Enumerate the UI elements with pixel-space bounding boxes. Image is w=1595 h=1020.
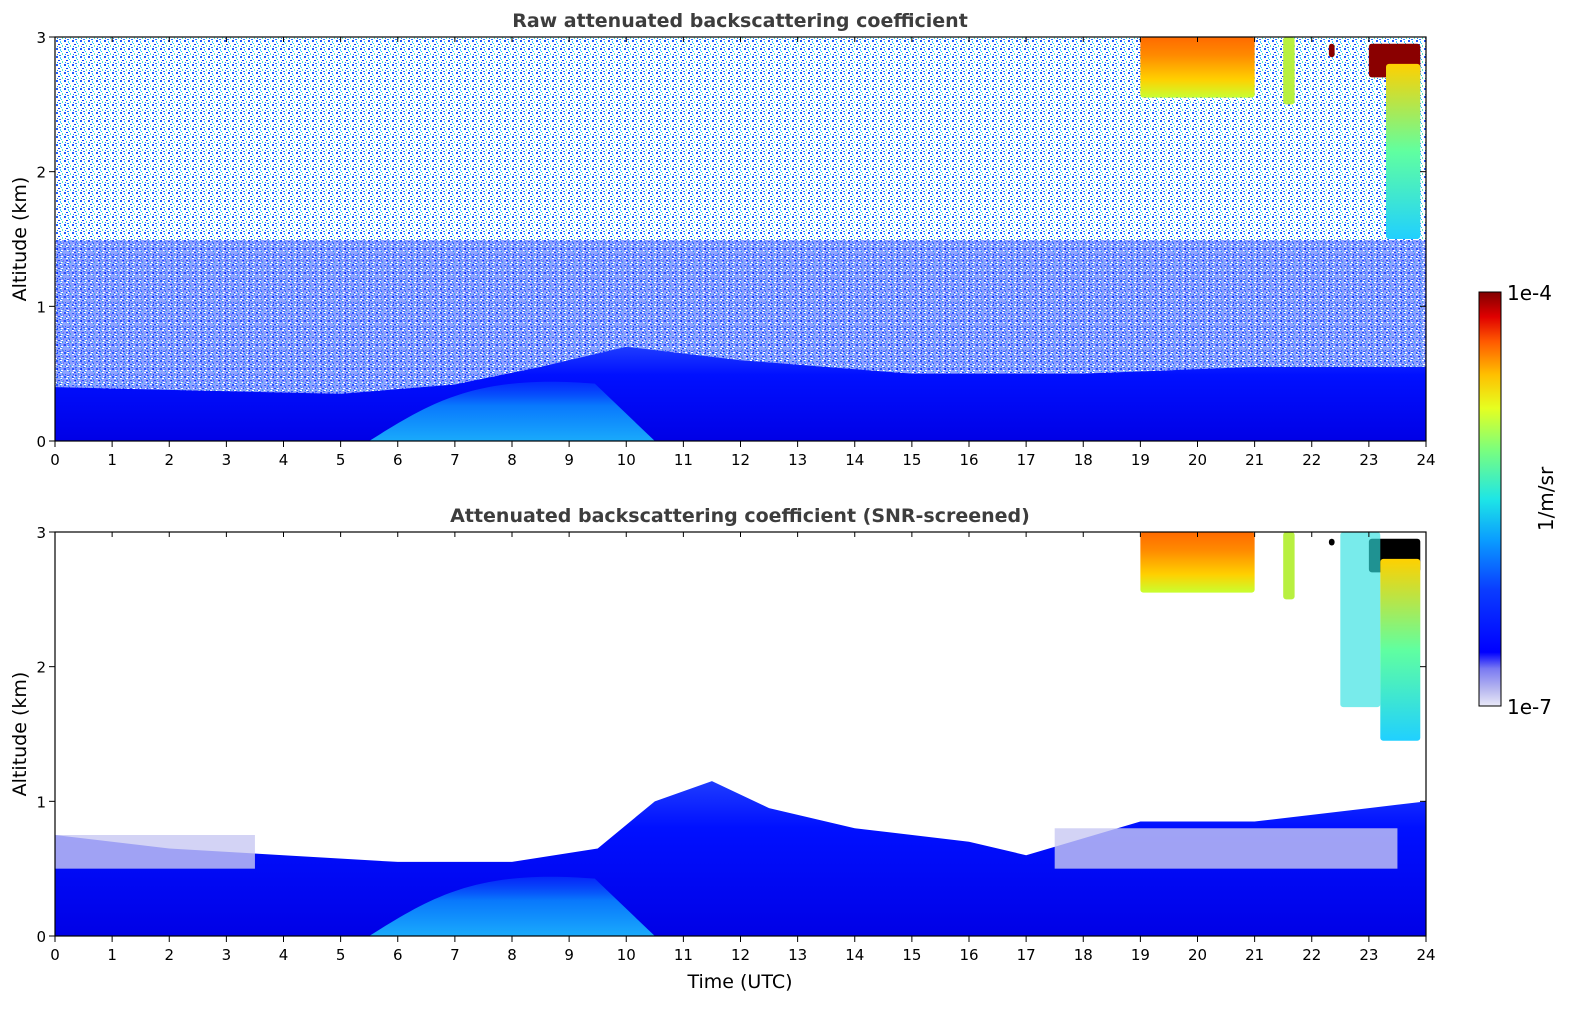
panel-screened-xtick-label-12: 12 — [731, 946, 750, 964]
panel-screened-xtick-label-15: 15 — [902, 946, 921, 964]
panel-screened-xtick-label-16: 16 — [959, 946, 978, 964]
panel-screened-boundary-layer — [55, 781, 1426, 936]
panel-screened-ytick-label-3: 3 — [36, 524, 46, 542]
panel-raw-xtick-label-21: 21 — [1245, 451, 1264, 469]
panel-screened-xtick-label-5: 5 — [336, 946, 346, 964]
panel-screened-aerosol-region — [369, 876, 655, 936]
panel-screened-xtick-label-6: 6 — [393, 946, 403, 964]
panel-raw-xtick-label-8: 8 — [507, 451, 517, 469]
panel-screened-pale-layer-1 — [1054, 828, 1398, 869]
panel-screened-xtick-label-17: 17 — [1017, 946, 1036, 964]
panel-raw-xtick-label-2: 2 — [164, 451, 174, 469]
panel-screened-xtick-label-1: 1 — [107, 946, 117, 964]
panel-raw-xtick-label-7: 7 — [450, 451, 460, 469]
panel-screened-ytick-label-0: 0 — [36, 928, 46, 946]
panel-screened-xtick-label-22: 22 — [1302, 946, 1321, 964]
colorbar-gradient — [1478, 291, 1502, 707]
panel-screened-cloud-4 — [1340, 532, 1381, 708]
panel-raw-cloud-4 — [1386, 63, 1421, 239]
panel-raw-xtick-label-16: 16 — [959, 451, 978, 469]
colorbar-unit-label: 1/m/sr — [1534, 466, 1558, 531]
panel-screened-xtick-label-4: 4 — [279, 946, 289, 964]
panel-raw-xtick-label-12: 12 — [731, 451, 750, 469]
panel-screened-cloud-1 — [1283, 532, 1295, 600]
panel-raw-xtick-label-6: 6 — [393, 451, 403, 469]
panel-raw-xtick-label-11: 11 — [674, 451, 693, 469]
panel-screened-ylabel: Altitude (km) — [9, 672, 31, 797]
panel-raw-xtick-label-18: 18 — [1074, 451, 1093, 469]
panel-raw-xtick-label-1: 1 — [107, 451, 117, 469]
panel-raw-xtick-label-10: 10 — [617, 451, 636, 469]
panel-raw-ytick-label-0: 0 — [36, 433, 46, 451]
panel-raw-xtick-label-15: 15 — [902, 451, 921, 469]
panel-raw-ytick-label-3: 3 — [36, 29, 46, 47]
panel-raw-title: Raw attenuated backscattering coefficien… — [512, 10, 968, 32]
panel-screened-xtick-label-21: 21 — [1245, 946, 1264, 964]
panel-screened-xtick-label-8: 8 — [507, 946, 517, 964]
colorbar: 1e-4 1e-7 1/m/sr — [1478, 281, 1558, 719]
panel-screened-plot-area — [55, 532, 1426, 936]
panel-raw-xtick-label-23: 23 — [1359, 451, 1378, 469]
panel-screened-xtick-label-20: 20 — [1188, 946, 1207, 964]
panel-screened-xtick-label-18: 18 — [1074, 946, 1093, 964]
panel-screened-ytick-label-2: 2 — [36, 659, 46, 677]
panel-screened-xtick-label-24: 24 — [1416, 946, 1435, 964]
panel-screened-xtick-label-23: 23 — [1359, 946, 1378, 964]
panel-raw-ytick-label-2: 2 — [36, 164, 46, 182]
panel-screened-cloud-5 — [1380, 558, 1421, 741]
colorbar-min-label: 1e-7 — [1507, 695, 1552, 719]
panel-screened-xtick-label-7: 7 — [450, 946, 460, 964]
panel-raw-xtick-label-20: 20 — [1188, 451, 1207, 469]
panel-screened-xtick-label-9: 9 — [564, 946, 574, 964]
panel-screened-xtick-label-0: 0 — [50, 946, 60, 964]
panel-raw-xtick-label-9: 9 — [564, 451, 574, 469]
panel-raw-cloud-2 — [1328, 43, 1335, 58]
panel-screened-pale-layer-0 — [55, 835, 255, 869]
panel-screened-xtick-label-11: 11 — [674, 946, 693, 964]
panel-raw-aerosol-region — [369, 381, 655, 441]
colorbar-max-label: 1e-4 — [1507, 281, 1552, 305]
panel-screened-cloud-2 — [1328, 538, 1335, 546]
panel-screened-xtick-label-3: 3 — [222, 946, 232, 964]
panel-raw-xtick-label-14: 14 — [845, 451, 864, 469]
panel-screened-title: Attenuated backscattering coefficient (S… — [450, 505, 1030, 527]
panel-screened-ytick-label-1: 1 — [36, 793, 46, 811]
panel-screened-xtick-label-10: 10 — [617, 946, 636, 964]
panel-raw-ytick-label-1: 1 — [36, 298, 46, 316]
panel-screened-xtick-label-19: 19 — [1131, 946, 1150, 964]
panel-raw-xtick-label-3: 3 — [222, 451, 232, 469]
panel-screened-xtick-label-2: 2 — [164, 946, 174, 964]
panel-screened-xtick-label-13: 13 — [788, 946, 807, 964]
panel-raw-xtick-label-5: 5 — [336, 451, 346, 469]
panel-raw-plot-area — [55, 37, 1426, 441]
panel-raw: Raw attenuated backscattering coefficien… — [9, 10, 1436, 469]
panel-raw-xtick-label-19: 19 — [1131, 451, 1150, 469]
panel-raw-xtick-label-22: 22 — [1302, 451, 1321, 469]
panel-screened-cloud-0 — [1140, 532, 1255, 593]
panel-screened-xlabel: Time (UTC) — [686, 971, 792, 993]
panel-screened-xtick-label-14: 14 — [845, 946, 864, 964]
panel-raw-xtick-label-17: 17 — [1017, 451, 1036, 469]
panel-raw-cloud-1 — [1283, 37, 1295, 105]
panel-raw-xtick-label-4: 4 — [279, 451, 289, 469]
panel-raw-boundary-layer — [55, 346, 1426, 441]
panel-screened: Attenuated backscattering coefficient (S… — [9, 505, 1436, 993]
panel-raw-cloud-0 — [1140, 37, 1255, 98]
panel-raw-xtick-label-24: 24 — [1416, 451, 1435, 469]
panel-raw-xtick-label-0: 0 — [50, 451, 60, 469]
panel-raw-xtick-label-13: 13 — [788, 451, 807, 469]
panel-raw-ylabel: Altitude (km) — [9, 177, 31, 302]
